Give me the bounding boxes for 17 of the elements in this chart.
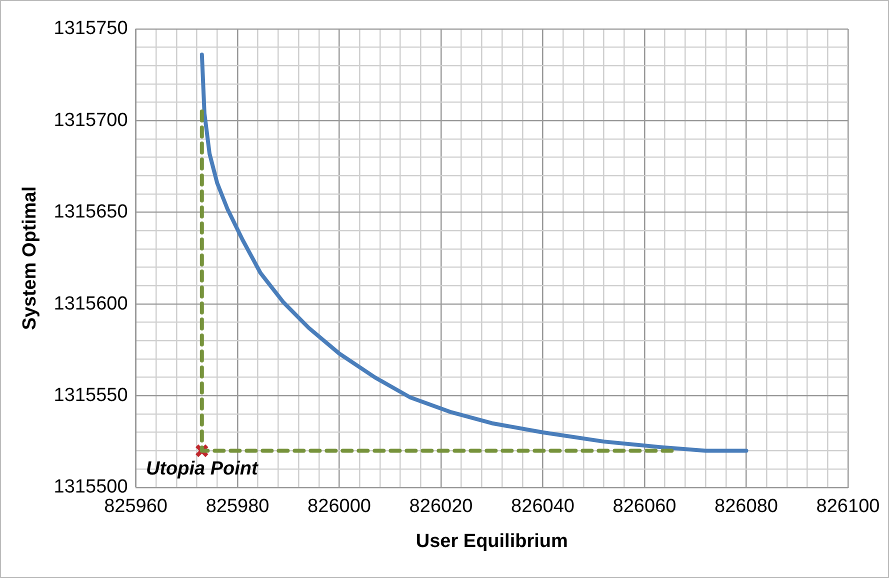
y-tick-label: 1315500	[54, 476, 128, 498]
y-tick-label: 1315600	[54, 293, 128, 314]
x-tick-label: 826080	[714, 496, 778, 518]
x-tick-label: 826020	[409, 496, 473, 518]
annotation: Utopia Point	[146, 458, 259, 480]
x-axis-title: User Equilibrium	[416, 530, 568, 552]
x-tick-label: 825960	[104, 496, 168, 518]
y-axis-title: System Optimal	[20, 186, 41, 330]
y-tick-label: 1315650	[54, 202, 128, 223]
x-tick-label: 826060	[612, 496, 676, 518]
x-tick-label: 826040	[511, 496, 574, 518]
x-tick-label: 825980	[206, 496, 270, 518]
y-tick-label: 1315550	[54, 384, 128, 406]
x-tick-label: 826100	[816, 496, 880, 518]
x-tick-label: 826000	[308, 496, 371, 518]
y-tick-label: 1315700	[54, 110, 128, 131]
y-tick-label: 1315750	[54, 18, 128, 40]
